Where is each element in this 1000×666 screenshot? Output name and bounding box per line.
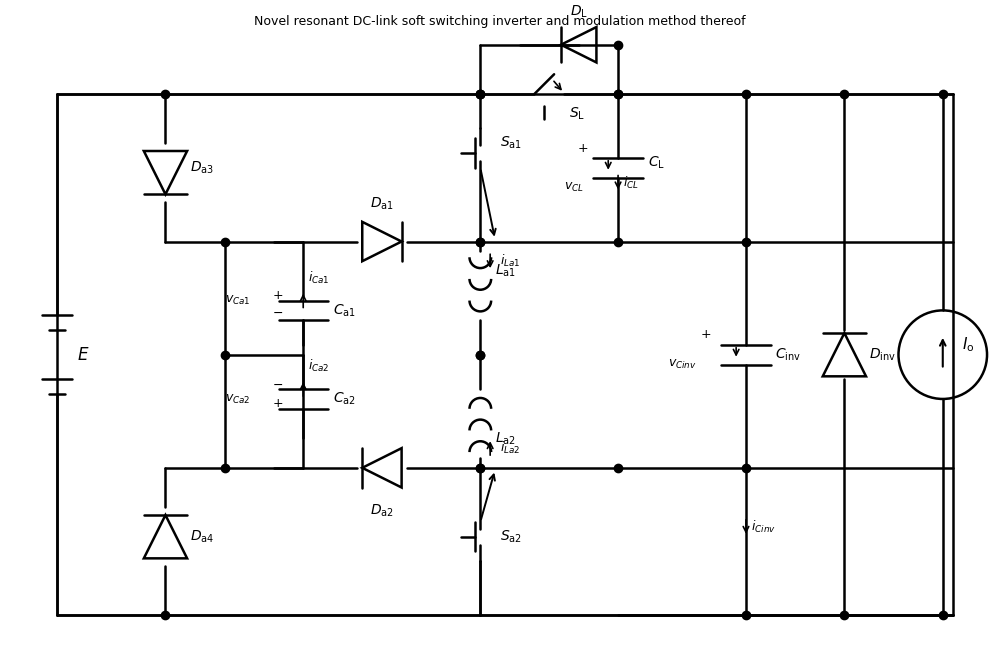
Text: $v_{Ca1}$: $v_{Ca1}$ — [225, 294, 250, 307]
Text: $i_{La1}$: $i_{La1}$ — [500, 253, 520, 269]
Text: $D_{\mathrm{a3}}$: $D_{\mathrm{a3}}$ — [190, 160, 214, 176]
Text: $-$: $-$ — [272, 306, 284, 319]
Text: $E$: $E$ — [77, 346, 89, 364]
Text: $L_{\mathrm{a2}}$: $L_{\mathrm{a2}}$ — [495, 430, 516, 446]
Text: $L_{\mathrm{a1}}$: $L_{\mathrm{a1}}$ — [495, 263, 516, 279]
Text: $+$: $+$ — [272, 398, 284, 410]
Text: $i_{Cinv}$: $i_{Cinv}$ — [751, 519, 776, 535]
Text: $S_{\mathrm{a1}}$: $S_{\mathrm{a1}}$ — [500, 135, 522, 151]
Text: $v_{Ca2}$: $v_{Ca2}$ — [225, 392, 250, 406]
Text: $-$: $-$ — [272, 378, 284, 391]
Text: $D_{\mathrm{inv}}$: $D_{\mathrm{inv}}$ — [869, 346, 896, 363]
Text: $i_{Ca1}$: $i_{Ca1}$ — [308, 270, 330, 286]
Text: $v_{Cinv}$: $v_{Cinv}$ — [668, 358, 697, 371]
Text: $S_{\mathrm{L}}$: $S_{\mathrm{L}}$ — [569, 105, 585, 122]
Text: $D_{\mathrm{a1}}$: $D_{\mathrm{a1}}$ — [370, 196, 394, 212]
Text: $D_{\mathrm{L}}$: $D_{\mathrm{L}}$ — [570, 4, 588, 20]
Text: $C_{\mathrm{L}}$: $C_{\mathrm{L}}$ — [648, 155, 665, 171]
Text: $S_{\mathrm{a2}}$: $S_{\mathrm{a2}}$ — [500, 529, 522, 545]
Text: $+$: $+$ — [577, 142, 589, 155]
Text: $v_{CL}$: $v_{CL}$ — [564, 181, 584, 194]
Text: $C_{\mathrm{a1}}$: $C_{\mathrm{a1}}$ — [333, 302, 356, 318]
Text: $D_{\mathrm{a4}}$: $D_{\mathrm{a4}}$ — [190, 529, 214, 545]
Text: $i_{Ca2}$: $i_{Ca2}$ — [308, 358, 330, 374]
Text: $i_{La2}$: $i_{La2}$ — [500, 440, 520, 456]
Text: $i_{CL}$: $i_{CL}$ — [623, 174, 639, 190]
Text: $I_{\mathrm{o}}$: $I_{\mathrm{o}}$ — [962, 336, 975, 354]
Text: $+$: $+$ — [700, 328, 712, 342]
Text: $D_{\mathrm{a2}}$: $D_{\mathrm{a2}}$ — [370, 502, 394, 519]
Text: $C_{\mathrm{inv}}$: $C_{\mathrm{inv}}$ — [775, 346, 802, 363]
Text: $C_{\mathrm{a2}}$: $C_{\mathrm{a2}}$ — [333, 391, 356, 407]
Text: Novel resonant DC-link soft switching inverter and modulation method thereof: Novel resonant DC-link soft switching in… — [254, 15, 746, 28]
Text: $+$: $+$ — [272, 289, 284, 302]
